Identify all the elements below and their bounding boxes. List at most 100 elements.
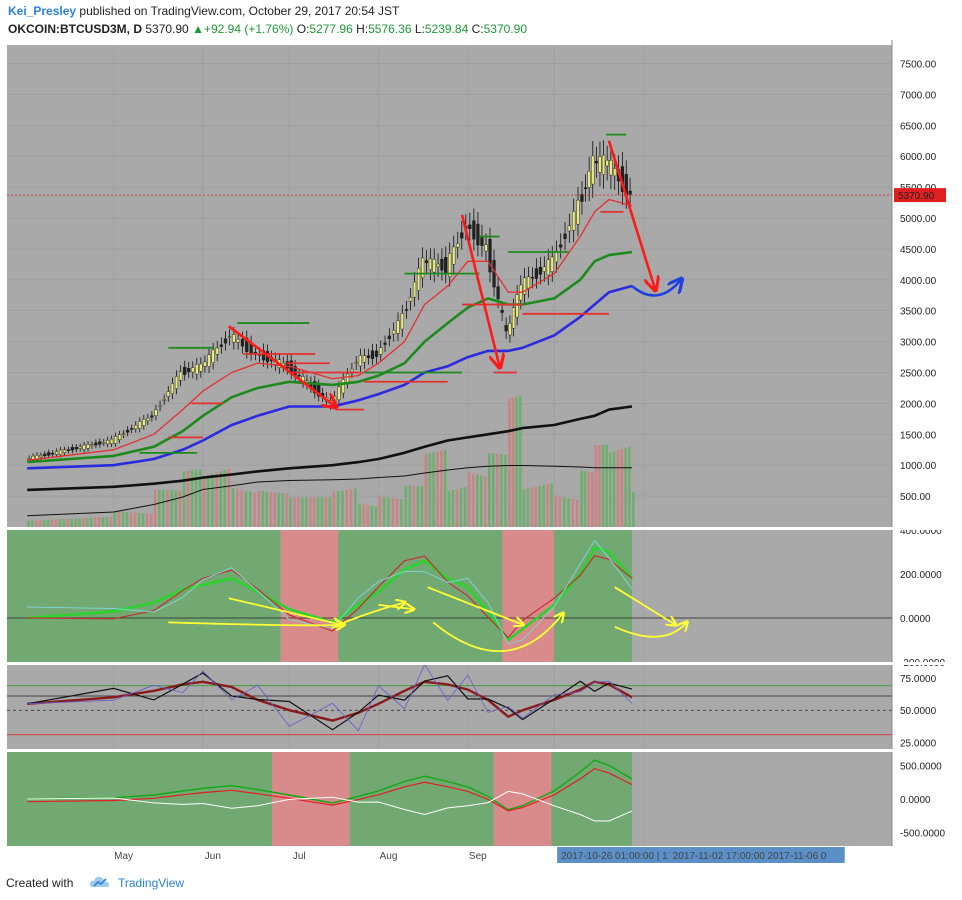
volume-bar [341,490,344,527]
candle-body [484,244,488,252]
yellow-arrow-annotation [378,605,414,609]
symbol-name[interactable]: OKCOIN:BTCUSD3M, D [8,22,142,36]
volume-bar [428,453,432,527]
candle-body [341,379,345,394]
candle-body [130,428,134,430]
published-text: published on TradingView.com, October 29… [79,4,400,18]
candle-body [448,253,452,277]
volume-bar [320,497,324,527]
volume-bar [608,452,612,527]
candle-body [102,442,106,444]
volume-bar [420,485,424,527]
candle-body [232,334,236,343]
volume-bar [387,497,390,527]
volume-bar [117,511,121,527]
osc1-tick-label: 0.0000 [900,614,931,625]
candle-body [538,267,542,275]
candle-body [215,347,219,355]
zone-green [349,752,494,846]
tradingview-cloud-icon [89,876,110,887]
osc3-tick-label: 500.0000 [900,761,942,772]
volume-bar [257,490,261,527]
candle-body [27,457,31,460]
candle-body [223,338,228,344]
volume-bar [206,475,210,527]
volume-bar [149,513,153,527]
volume-bar [534,486,538,527]
candle-body [598,156,602,173]
ema-line-1 [27,198,633,461]
candle-body [142,419,146,426]
price-tick-label: 500.00 [900,492,931,503]
candle-body [492,260,496,288]
osc2-fast-line [27,672,633,731]
volume-bar [97,517,101,527]
candle-body [421,257,425,279]
candle-body [195,364,199,375]
volume-bar [170,490,173,527]
candle-body [530,276,535,279]
volume-bar [297,497,300,527]
symbol-line: OKCOIN:BTCUSD3M, D 5370.90 ▲+92.94 (+1.7… [8,22,527,36]
zone-green [338,530,503,662]
candle-body [174,376,179,389]
volume-ma-line [27,465,632,517]
publish-line: Kei_Presley published on TradingView.com… [8,4,399,18]
author-link[interactable]: Kei_Presley [8,4,77,18]
volume-bar [316,497,320,527]
volume-bar [550,483,553,527]
created-with-text: Created with [6,876,74,890]
candle-body [66,449,71,451]
volume-bar [109,516,113,527]
volume-bar [166,490,169,527]
candle-body [460,232,464,239]
volume-bar [336,490,340,527]
volume-bar [349,488,353,527]
candle-body [546,259,550,276]
volume-bar [575,499,579,527]
volume-bar [459,487,463,527]
volume-bar [562,497,566,527]
volume-bar [304,497,308,527]
candle-body [236,339,240,343]
volume-bar [202,476,206,527]
volume-bar [416,485,420,527]
candle-body [211,349,215,363]
volume-bar [50,519,54,527]
volume-bar [382,497,386,527]
volume-bar [324,497,328,527]
last-price: 5370.90 [145,22,189,36]
candle-body [601,154,606,175]
candle-body [113,435,118,444]
volume-bar [463,486,467,527]
candle-body [345,373,350,383]
chart-canvas[interactable]: 7500.007000.006500.006000.005500.005000.… [0,40,962,866]
candle-body [476,223,480,246]
candle-body [110,438,114,444]
volume-bar [583,471,587,527]
last-price-badge-label: 5370.90 [898,191,935,202]
tradingview-link[interactable]: TradingView [118,876,185,890]
candle-body [358,355,362,367]
candle-body [563,233,567,239]
candle-body [605,160,609,167]
volume-bar [58,519,62,527]
volume-bar [530,487,534,527]
ema-line-2 [27,250,633,464]
price-tick-label: 7500.00 [900,60,937,71]
volume-bar [31,520,34,527]
volume-bar [162,489,165,527]
volume-bar [439,450,443,527]
candle-body [118,434,122,440]
candle-body [94,442,98,446]
candle-body [580,194,584,202]
candle-body [374,350,379,357]
volume-bar [332,491,336,527]
candle-body [366,355,371,358]
volume-bar [467,472,471,527]
yellow-arrow-annotation [228,597,341,624]
candle-body [500,310,504,313]
candle-body [158,405,162,407]
yellow-arrow-annotation [614,586,675,624]
candle-body [162,399,166,401]
